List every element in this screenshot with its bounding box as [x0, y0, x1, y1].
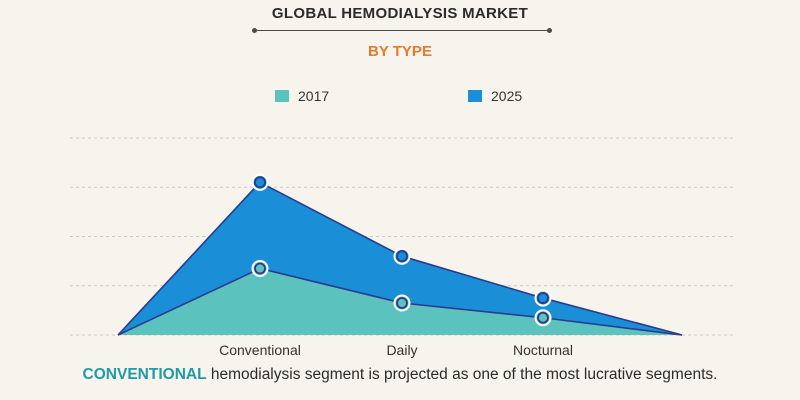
- caption: CONVENTIONAL hemodialysis segment is pro…: [0, 366, 800, 384]
- point-ring-2025-nocturnal: [537, 292, 549, 304]
- x-tick-label-daily: Daily: [386, 342, 417, 358]
- point-ring-2025-conventional: [254, 176, 266, 189]
- x-tick-label-conventional: Conventional: [219, 342, 301, 358]
- caption-text: hemodialysis segment is projected as one…: [206, 366, 718, 383]
- point-ring-2017-nocturnal: [537, 311, 549, 324]
- title-divider: [252, 28, 552, 33]
- legend-item-2017: 2017: [275, 88, 329, 104]
- legend-item-2025: 2025: [468, 88, 522, 104]
- legend-label-2017: 2017: [298, 88, 330, 104]
- legend-swatch-2025: [468, 90, 482, 102]
- x-tick-label-nocturnal: Nocturnal: [513, 342, 573, 358]
- point-ring-2025-daily: [396, 250, 408, 263]
- chart-subtitle: BY TYPE: [368, 43, 432, 60]
- legend-swatch-2017: [275, 90, 289, 102]
- point-ring-2017-conventional: [254, 262, 266, 275]
- chart-title: GLOBAL HEMODIALYSIS MARKET: [271, 5, 529, 22]
- caption-highlight: CONVENTIONAL: [82, 366, 207, 383]
- legend-label-2025: 2025: [491, 88, 523, 104]
- point-ring-2017-daily: [396, 297, 408, 309]
